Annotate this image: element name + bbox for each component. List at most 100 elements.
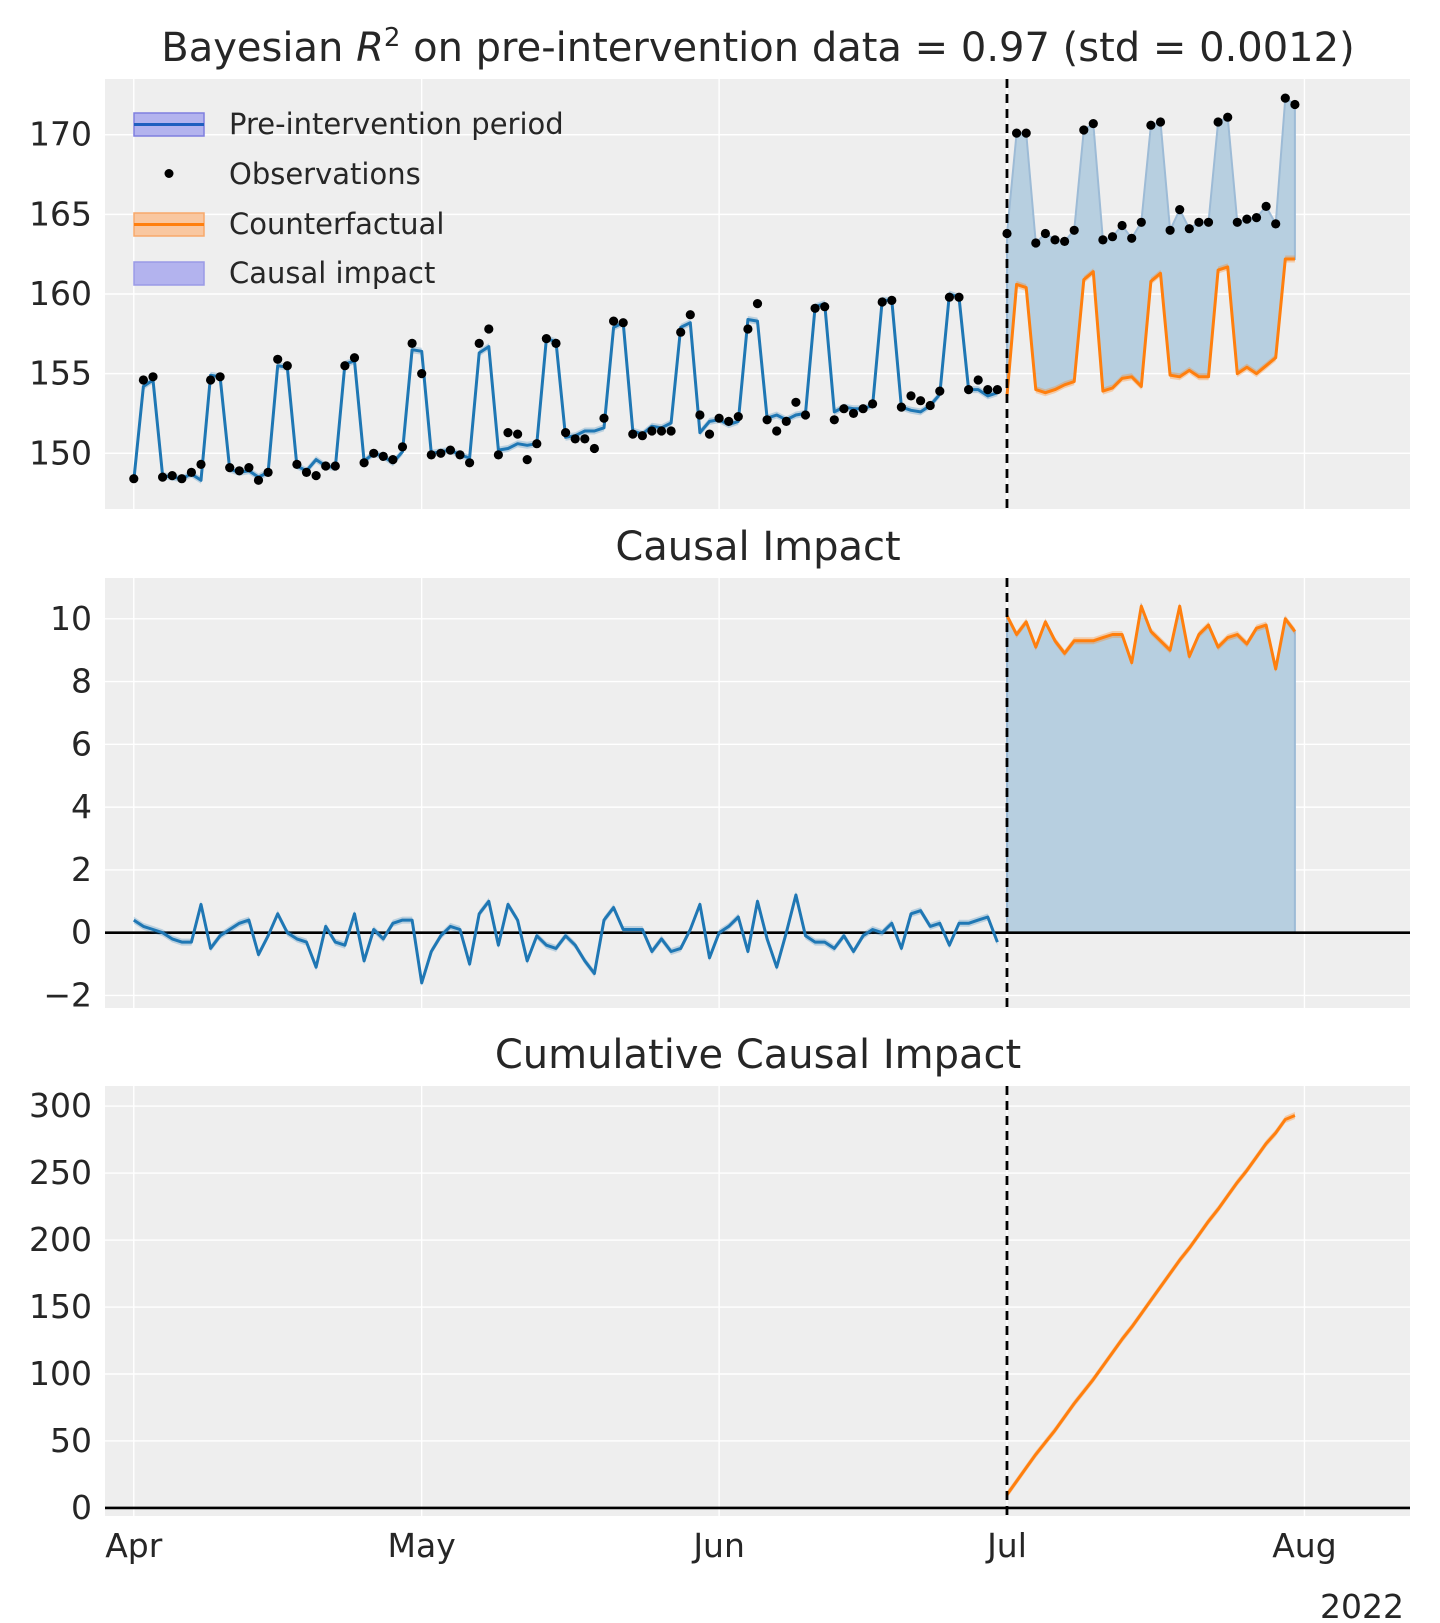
legend-label: Pre-intervention period (229, 107, 564, 141)
observation-point (532, 439, 542, 449)
observation-point (1165, 225, 1175, 235)
observation-point (513, 429, 523, 439)
observation-point (474, 338, 484, 348)
observation-point (282, 361, 292, 371)
chart-title: Bayesian R2 on pre-intervention data = 0… (161, 23, 1354, 71)
observation-point (1242, 214, 1252, 224)
chart-title: Causal Impact (615, 524, 900, 570)
observation-point (167, 471, 177, 481)
observation-point (148, 372, 158, 382)
observation-point (263, 467, 273, 477)
panel-causal-impact: −2 0 2 4 6 8 10 Causal Impact (43, 524, 1410, 1014)
observation-point (800, 410, 811, 420)
pre-intervention-band (133, 891, 998, 987)
y-tick-label: 200 (29, 1220, 92, 1259)
y-tick-label: 250 (29, 1153, 92, 1192)
observation-point (1232, 217, 1242, 227)
y-tick-label: −2 (43, 975, 92, 1014)
legend-label: Observations (229, 157, 421, 191)
counterfactual-line (1005, 1114, 1296, 1496)
observation-point (1069, 225, 1079, 235)
observation-point (1098, 235, 1108, 245)
observation-point (714, 413, 724, 423)
observation-point (887, 295, 897, 305)
observation-point (301, 467, 312, 477)
y-tick-label: 155 (29, 354, 92, 393)
observation-point (1261, 201, 1271, 211)
panel-observations: 150 155 160 165 170 Bayesian R2 on pre-inter… (29, 23, 1410, 509)
observation-point (484, 324, 494, 334)
observation-point (973, 375, 983, 385)
observation-point (1127, 233, 1137, 243)
observation-point (954, 292, 964, 302)
y-tick-label: 50 (50, 1421, 92, 1460)
observation-point (1021, 128, 1031, 138)
y-tick-label: 170 (29, 115, 92, 154)
observation-point (407, 338, 417, 348)
observation-point (877, 297, 887, 307)
observation-point (906, 391, 916, 401)
legend-item-counterfactual: Counterfactual (133, 207, 444, 241)
chart-title: Cumulative Causal Impact (495, 1032, 1021, 1078)
observation-point (868, 399, 878, 409)
observation-point (1175, 205, 1185, 215)
observation-point (503, 428, 513, 438)
observation-point (1280, 93, 1290, 103)
y-tick-label: 150 (29, 1287, 92, 1326)
legend-item-causal-impact: Causal impact (133, 256, 435, 290)
x-tick-label: Jul (985, 1526, 1027, 1565)
observation-point (1136, 217, 1146, 227)
observation-point (349, 353, 360, 363)
observation-point (752, 299, 763, 309)
observation-point (1223, 112, 1233, 122)
observation-point (762, 415, 772, 425)
y-tick-label: 4 (71, 787, 92, 826)
observation-point (925, 400, 935, 411)
observation-point (426, 450, 436, 460)
observation-point (647, 426, 657, 436)
observation-point (138, 375, 148, 385)
panel-cumulative-impact: 0 50 100 150 200 250 300 Cumulative Causal Imp… (29, 1032, 1410, 1527)
observation-point (445, 445, 455, 455)
observation-point (369, 448, 379, 458)
observation-point (397, 442, 408, 452)
observation-point (983, 385, 993, 395)
observation-point (848, 408, 859, 418)
observation-point (417, 369, 427, 379)
observation-point (580, 434, 590, 444)
x-tick-label: Jun (691, 1526, 745, 1565)
observation-point (896, 402, 907, 412)
observation-point (1002, 228, 1012, 239)
observation-point (215, 372, 225, 382)
observation-point (1290, 99, 1300, 110)
observation-point (618, 318, 628, 328)
observation-point (522, 455, 532, 465)
observation-point (1031, 238, 1041, 248)
observation-point (791, 397, 801, 407)
observation-point (340, 361, 350, 371)
observation-point (465, 458, 475, 468)
observation-point (321, 461, 331, 471)
causal-impact-area (1006, 602, 1296, 934)
legend-swatch-dot (164, 169, 174, 178)
observation-point (1040, 228, 1050, 239)
observation-point (129, 474, 139, 484)
legend-label: Causal impact (229, 256, 435, 290)
legend-swatch-band (133, 261, 205, 286)
observation-point (1079, 125, 1089, 135)
observation-point (541, 334, 552, 344)
observation-point (858, 404, 868, 414)
observation-point (1060, 236, 1070, 246)
observation-point (455, 450, 465, 460)
x-tick-label: May (388, 1526, 456, 1565)
counterfactual-line (1005, 257, 1295, 397)
y-tick-label: 0 (71, 913, 92, 952)
observation-point (628, 429, 638, 439)
observation-point (186, 467, 196, 477)
observation-point (359, 458, 369, 468)
observation-point (1213, 117, 1223, 127)
observation-point (378, 451, 388, 461)
y-tick-label: 300 (29, 1086, 92, 1125)
observation-point (944, 292, 955, 302)
